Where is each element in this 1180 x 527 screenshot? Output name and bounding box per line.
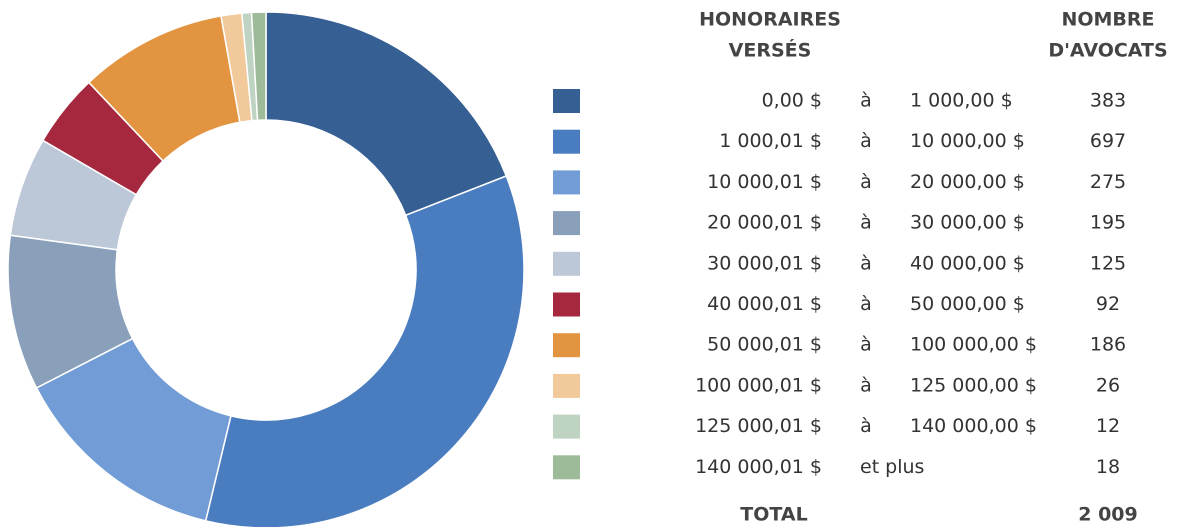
total-label: TOTAL xyxy=(740,504,807,526)
header-range: HONORAIRES xyxy=(699,9,841,31)
range-to: 20 000,00 $ xyxy=(910,171,1025,193)
range-from: 1 000,01 $ xyxy=(719,130,822,152)
header-count: D'AVOCATS xyxy=(1048,40,1167,62)
range-from: 100 000,01 $ xyxy=(695,374,822,396)
total-value: 2 009 xyxy=(1078,504,1138,526)
legend-swatch xyxy=(553,455,580,480)
legend-swatch xyxy=(553,129,580,154)
count: 383 xyxy=(1090,90,1126,112)
legend-swatch xyxy=(553,373,580,398)
count: 275 xyxy=(1090,171,1126,193)
range-sep: à xyxy=(860,171,872,193)
range-to: 50 000,00 $ xyxy=(910,293,1025,315)
legend-swatch xyxy=(553,170,580,195)
range-sep: à xyxy=(860,212,872,234)
range-from: 140 000,01 $ xyxy=(695,456,822,478)
range-sep: à xyxy=(860,293,872,315)
count: 12 xyxy=(1096,415,1120,437)
header-range: VERSÉS xyxy=(729,39,812,62)
range-sep: à xyxy=(860,334,872,356)
range-to: 125 000,00 $ xyxy=(910,374,1037,396)
count: 186 xyxy=(1090,334,1126,356)
range-sep: à xyxy=(860,252,872,274)
count: 195 xyxy=(1090,212,1126,234)
count: 697 xyxy=(1090,130,1126,152)
range-sep: à xyxy=(860,374,872,396)
range-to: 1 000,00 $ xyxy=(910,90,1013,112)
count: 125 xyxy=(1090,252,1126,274)
range-to: 10 000,00 $ xyxy=(910,130,1025,152)
donut-slice xyxy=(265,11,508,217)
range-from: 20 000,01 $ xyxy=(707,212,822,234)
count: 92 xyxy=(1096,293,1120,315)
range-to: 140 000,00 $ xyxy=(910,415,1037,437)
legend-swatch xyxy=(553,414,580,439)
range-sep: à xyxy=(860,415,872,437)
range-sep: à xyxy=(860,130,872,152)
count: 18 xyxy=(1096,456,1120,478)
range-from: 50 000,01 $ xyxy=(707,334,822,356)
range-to: 30 000,00 $ xyxy=(910,212,1025,234)
count: 26 xyxy=(1096,374,1120,396)
legend-swatch xyxy=(553,211,580,236)
donut-slice xyxy=(204,175,525,527)
legend-swatch xyxy=(553,333,580,358)
range-sep: à xyxy=(860,90,872,112)
range-from: 0,00 $ xyxy=(762,90,822,112)
range-to: 100 000,00 $ xyxy=(910,334,1037,356)
range-from: 125 000,01 $ xyxy=(695,415,822,437)
legend-swatch xyxy=(553,89,580,113)
legend-swatch xyxy=(553,251,580,276)
header-count: NOMBRE xyxy=(1061,9,1154,31)
range-sep: et plus xyxy=(860,456,924,478)
range-from: 40 000,01 $ xyxy=(707,293,822,315)
range-from: 30 000,01 $ xyxy=(707,252,822,274)
range-from: 10 000,01 $ xyxy=(707,171,822,193)
legend-swatch xyxy=(553,292,580,317)
donut-slice xyxy=(250,11,267,122)
range-to: 40 000,00 $ xyxy=(910,252,1025,274)
